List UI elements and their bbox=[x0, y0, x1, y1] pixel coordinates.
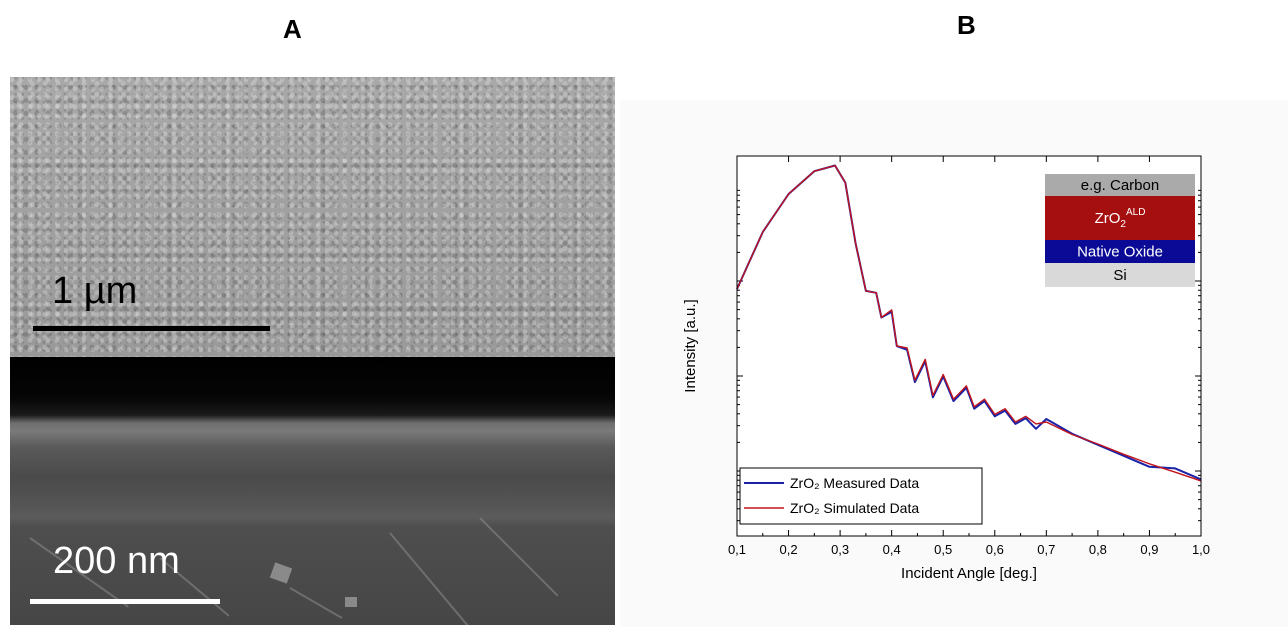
scale-bar-top-label: 1 µm bbox=[52, 270, 138, 312]
scale-bar-top bbox=[33, 326, 270, 331]
x-tick-label: 0,4 bbox=[883, 542, 901, 557]
x-tick-label: 0,6 bbox=[986, 542, 1004, 557]
x-axis-label: Incident Angle [deg.] bbox=[901, 565, 1037, 582]
x-tick-label: 0,9 bbox=[1140, 542, 1158, 557]
x-tick-label: 0,2 bbox=[780, 542, 798, 557]
plot-frame bbox=[736, 155, 1202, 537]
inset-layer-label: Si bbox=[1113, 267, 1126, 284]
xrr-chart-panel: 0,1 0,2 0,3 0,4 0,5 0,6 0,7 0,8 0,9 1,0 Incident A… bbox=[620, 100, 1288, 627]
xrr-chart: 0,1 0,2 0,3 0,4 0,5 0,6 0,7 0,8 0,9 1,0 Incident A… bbox=[682, 155, 1210, 582]
x-tick-label: 0,3 bbox=[831, 542, 849, 557]
inset-layer-label: e.g. Carbon bbox=[1081, 177, 1159, 194]
x-tick-label: 0,1 bbox=[728, 542, 746, 557]
scale-bar-bottom-label: 200 nm bbox=[53, 540, 180, 582]
inset-layer bbox=[1045, 174, 1195, 196]
inset-layer bbox=[1045, 263, 1195, 287]
inset-layer bbox=[1045, 240, 1195, 263]
x-tick-label: 0,8 bbox=[1089, 542, 1107, 557]
panel-label-a: A bbox=[283, 14, 302, 44]
legend-entry: ZrO₂ Simulated Data bbox=[790, 500, 919, 516]
x-tick-label: 1,0 bbox=[1192, 542, 1210, 557]
series-line-simulated bbox=[736, 164, 1202, 482]
inset-layer bbox=[1045, 196, 1195, 240]
sem-cross-section-image bbox=[10, 357, 615, 625]
scale-bar-bottom bbox=[30, 599, 220, 604]
x-tick-label: 0,7 bbox=[1037, 542, 1055, 557]
panel-label-b: B bbox=[957, 10, 976, 40]
legend-box bbox=[739, 467, 983, 525]
y-axis-label: Intensity [a.u.] bbox=[682, 299, 699, 392]
x-tick-label: 0,5 bbox=[934, 542, 952, 557]
legend-entry: ZrO₂ Measured Data bbox=[790, 475, 919, 491]
inset-layer-label: Native Oxide bbox=[1077, 244, 1163, 261]
sem-surface-image bbox=[10, 77, 615, 357]
